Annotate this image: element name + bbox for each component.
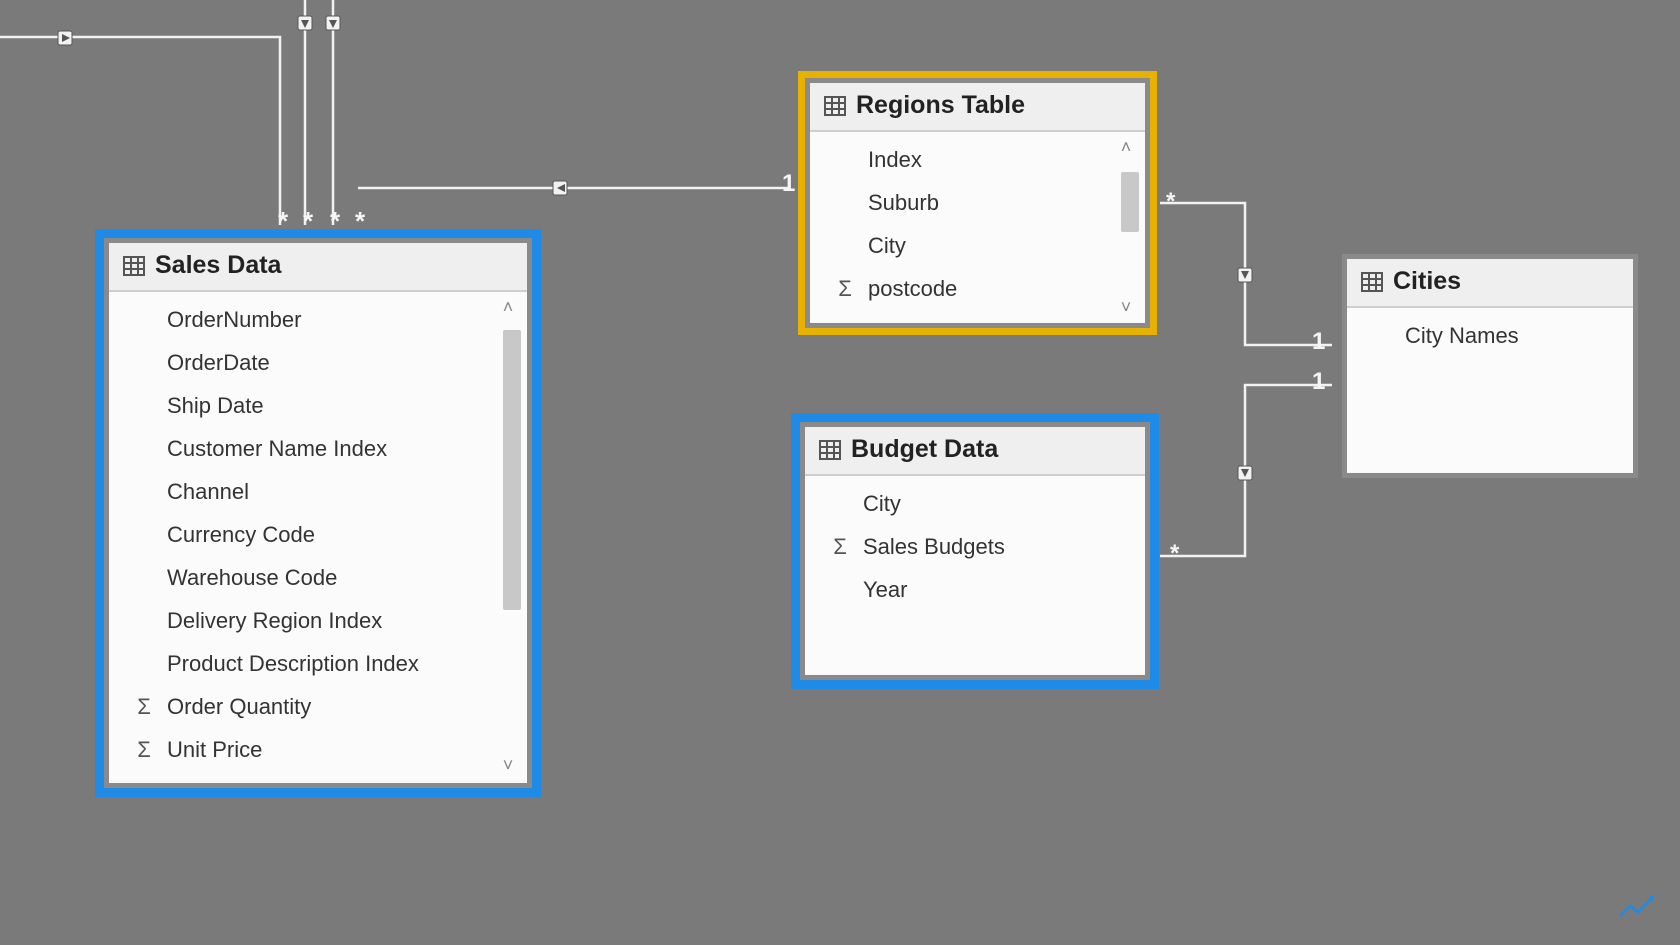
field-label: Ship Date <box>167 393 509 419</box>
cardinality-label: * <box>1170 540 1179 568</box>
svg-text:*: * <box>303 206 314 236</box>
svg-text:*: * <box>355 206 366 236</box>
field-label: City <box>868 233 1127 259</box>
table-cities[interactable]: Cities City Names <box>1342 254 1638 478</box>
field-label: OrderNumber <box>167 307 509 333</box>
field-row[interactable]: Year <box>805 568 1145 611</box>
field-row[interactable]: Ship Date <box>109 384 527 427</box>
field-list: OrderNumber OrderDate Ship Date Customer… <box>109 292 527 777</box>
field-label: Year <box>863 577 1127 603</box>
scrollbar-thumb[interactable] <box>503 330 521 610</box>
table-icon <box>819 440 841 460</box>
field-row[interactable]: City Names <box>1347 314 1633 357</box>
scroll-up-icon[interactable]: ˄ <box>1115 136 1137 158</box>
field-row[interactable]: Σ Unit Price <box>109 728 527 771</box>
cardinality-label: * <box>1166 188 1175 216</box>
cardinality-label: 1 <box>1312 368 1325 396</box>
field-label: Currency Code <box>167 522 509 548</box>
sigma-icon: Σ <box>827 534 853 560</box>
scroll-up-icon[interactable]: ˄ <box>497 296 519 318</box>
field-row[interactable]: Delivery Region Index <box>109 599 527 642</box>
field-row[interactable]: OrderDate <box>109 341 527 384</box>
field-list: City Σ Sales Budgets Year <box>805 476 1145 617</box>
scrollbar-thumb[interactable] <box>1121 172 1139 232</box>
field-label: Unit Price <box>167 737 509 763</box>
watermark-icon <box>1618 896 1654 925</box>
field-row[interactable]: Warehouse Code <box>109 556 527 599</box>
table-title: Cities <box>1393 267 1461 296</box>
sigma-icon: Σ <box>131 737 157 763</box>
field-label: Suburb <box>868 190 1127 216</box>
table-header[interactable]: Sales Data <box>109 243 527 292</box>
field-row[interactable]: Σ Order Quantity <box>109 685 527 728</box>
table-header[interactable]: Cities <box>1347 259 1633 308</box>
cardinality-label: 1 <box>1312 328 1325 356</box>
field-row[interactable]: OrderNumber <box>109 298 527 341</box>
field-row[interactable]: Σpostcode <box>810 267 1145 310</box>
field-label: Delivery Region Index <box>167 608 509 634</box>
field-label: Customer Name Index <box>167 436 509 462</box>
field-row[interactable]: Suburb <box>810 181 1145 224</box>
table-icon <box>824 96 846 116</box>
field-label: Sales Budgets <box>863 534 1127 560</box>
scroll-down-icon[interactable]: ˅ <box>497 754 519 776</box>
field-list: Index Suburb City Σpostcode <box>810 132 1145 316</box>
field-label: Product Description Index <box>167 651 509 677</box>
field-label: Index <box>868 147 1127 173</box>
field-row[interactable]: Currency Code <box>109 513 527 556</box>
table-budget[interactable]: Budget Data City Σ Sales Budgets Year <box>800 422 1150 680</box>
table-title: Sales Data <box>155 251 281 280</box>
field-label: Channel <box>167 479 509 505</box>
sigma-icon: Σ <box>131 694 157 720</box>
model-canvas[interactable]: * * * * 1 * 1 1 * Sales Data ˄ ˅ OrderNu… <box>0 0 1680 945</box>
field-label: Warehouse Code <box>167 565 509 591</box>
table-icon <box>1361 272 1383 292</box>
field-label: OrderDate <box>167 350 509 376</box>
table-header[interactable]: Regions Table <box>810 83 1145 132</box>
table-header[interactable]: Budget Data <box>805 427 1145 476</box>
svg-text:*: * <box>278 206 289 236</box>
table-title: Budget Data <box>851 435 998 464</box>
table-regions[interactable]: Regions Table ˄ ˅ Index Suburb City Σpos… <box>805 78 1150 328</box>
table-icon <box>123 256 145 276</box>
table-sales-data[interactable]: Sales Data ˄ ˅ OrderNumber OrderDate Shi… <box>104 238 532 788</box>
cardinality-label: 1 <box>782 170 795 198</box>
field-row[interactable]: Σ Sales Budgets <box>805 525 1145 568</box>
field-row[interactable]: City <box>810 224 1145 267</box>
scroll-down-icon[interactable]: ˅ <box>1115 296 1137 318</box>
field-label: postcode <box>868 276 1127 302</box>
svg-text:*: * <box>330 206 341 236</box>
field-row[interactable]: Customer Name Index <box>109 427 527 470</box>
field-row[interactable]: Index <box>810 138 1145 181</box>
field-label: City <box>863 491 1127 517</box>
field-label: Order Quantity <box>167 694 509 720</box>
field-label: City Names <box>1405 323 1615 349</box>
table-title: Regions Table <box>856 91 1025 120</box>
field-row[interactable]: Product Description Index <box>109 642 527 685</box>
sigma-icon: Σ <box>832 276 858 302</box>
field-list: City Names <box>1347 308 1633 363</box>
field-row[interactable]: City <box>805 482 1145 525</box>
field-row[interactable]: Channel <box>109 470 527 513</box>
